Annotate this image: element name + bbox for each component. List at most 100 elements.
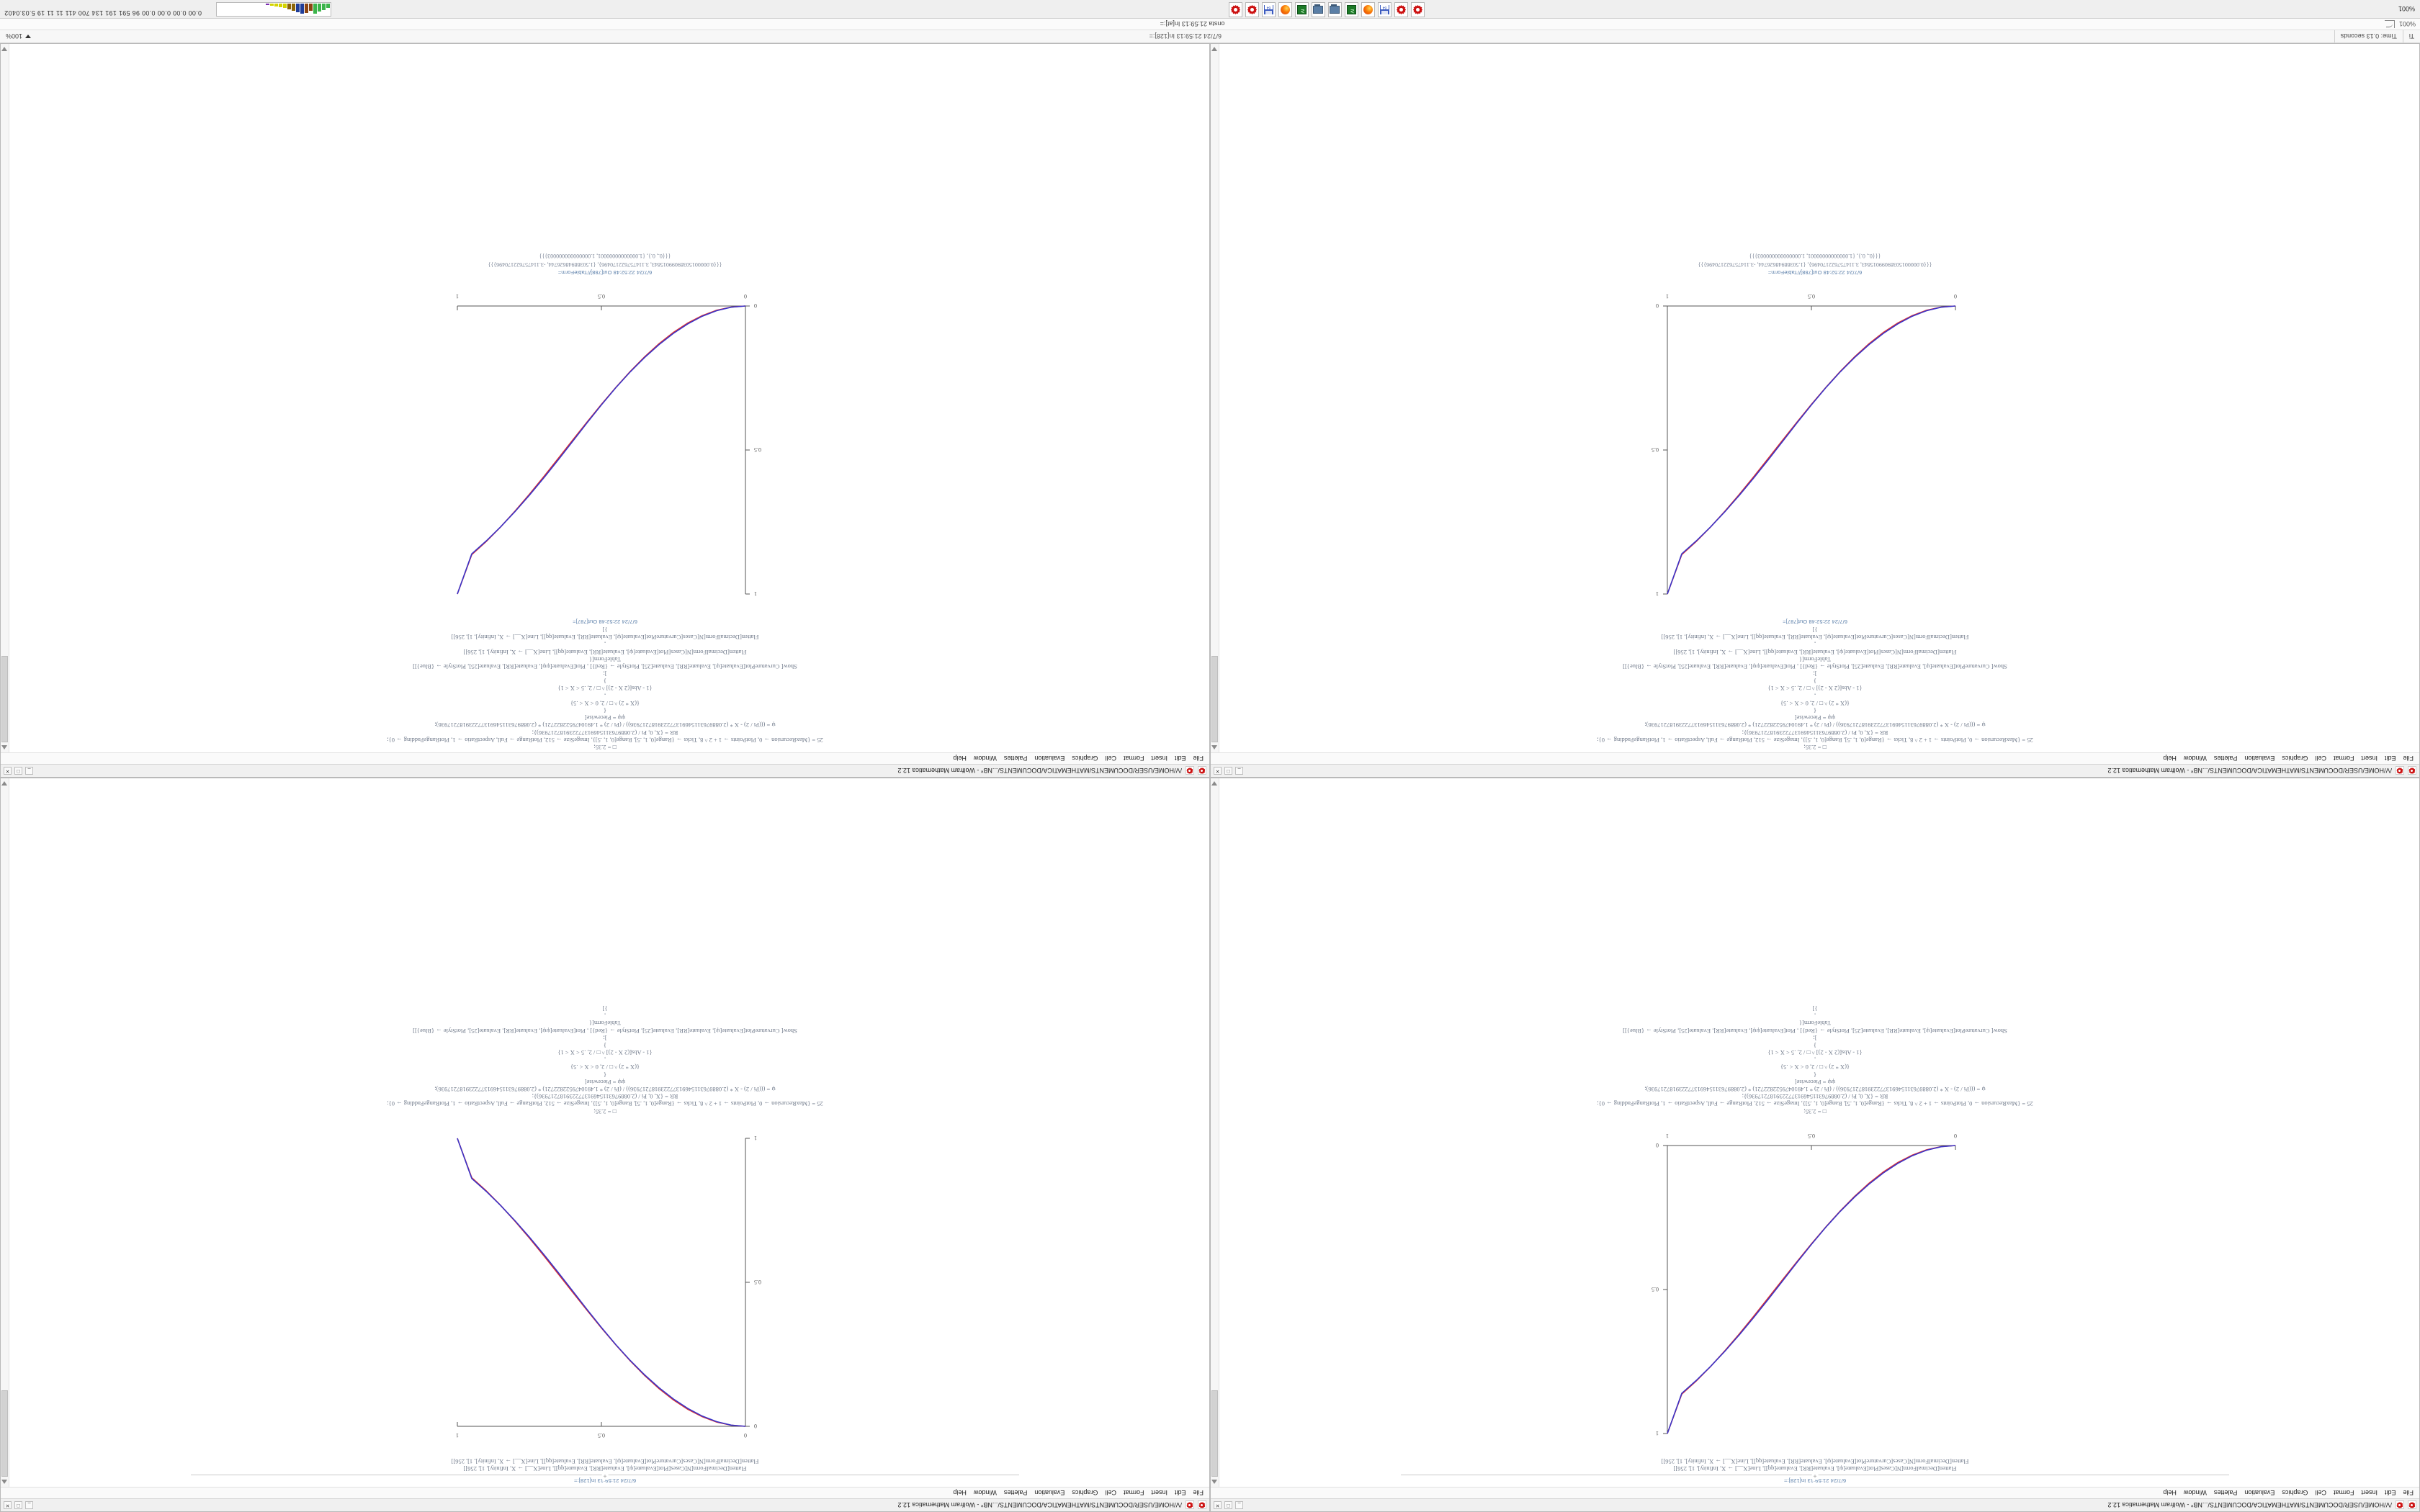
wm-left[interactable]: %001 bbox=[2384, 20, 2420, 28]
mathematica-window-bottom-right[interactable]: /V/HOME/USER/DOCUMENTS/MATHEMATICA/DOCUM… bbox=[0, 43, 1210, 778]
notebook-scrollbar[interactable] bbox=[1, 44, 9, 752]
menu-graphics[interactable]: Graphics bbox=[1072, 755, 1098, 762]
scroll-up-icon[interactable] bbox=[1, 1480, 7, 1485]
mathematica-window-top-right[interactable]: /V/HOME/USER/DOCUMENTS/MATHEMATICA/DOCUM… bbox=[0, 778, 1210, 1512]
notebook-scrollbar[interactable] bbox=[1211, 44, 1219, 752]
notebook-scrollbar[interactable] bbox=[1, 778, 9, 1487]
menu-insert[interactable]: Insert bbox=[2361, 755, 2378, 762]
window-controls[interactable]: _ □ ✕ bbox=[1214, 767, 1243, 775]
menubar[interactable]: File Edit Insert Format Cell Graphics Ev… bbox=[1211, 752, 2419, 764]
menu-file[interactable]: File bbox=[2403, 755, 2414, 762]
scroll-down-icon[interactable] bbox=[1211, 45, 1217, 51]
menu-file[interactable]: File bbox=[1193, 755, 1204, 762]
window-controls[interactable]: _ □ ✕ bbox=[4, 767, 33, 775]
floppy-disk-icon[interactable] bbox=[1262, 2, 1276, 17]
scroll-down-icon[interactable] bbox=[1211, 780, 1217, 786]
menu-help[interactable]: Help bbox=[953, 1489, 967, 1497]
chevron-down-icon[interactable] bbox=[25, 35, 32, 38]
monitor-icon[interactable] bbox=[1328, 2, 1342, 17]
menu-format[interactable]: Format bbox=[2333, 1489, 2354, 1497]
scrollbar-thumb[interactable] bbox=[1, 1390, 8, 1477]
menu-evaluation[interactable]: Evaluation bbox=[1034, 1489, 1065, 1497]
menu-window[interactable]: Window bbox=[973, 1489, 997, 1497]
menu-format[interactable]: Format bbox=[2333, 755, 2354, 762]
menu-palettes[interactable]: Palettes bbox=[2213, 1489, 2238, 1497]
menu-palettes[interactable]: Palettes bbox=[1003, 1489, 1028, 1497]
monitor-icon[interactable] bbox=[1312, 2, 1325, 17]
menubar[interactable]: File Edit Insert Format Cell Graphics Ev… bbox=[1211, 1487, 2419, 1498]
window-titlebar[interactable]: /V/HOME/USER/DOCUMENTS/MATHEMATICA/DOCUM… bbox=[1211, 1498, 2419, 1511]
menu-format[interactable]: Format bbox=[1123, 1489, 1144, 1497]
scroll-down-icon[interactable] bbox=[1, 780, 7, 786]
mathematica-window-bottom-left[interactable]: /V/HOME/USER/DOCUMENTS/MATHEMATICA/DOCUM… bbox=[1210, 43, 2420, 778]
close-icon[interactable]: ✕ bbox=[4, 767, 12, 775]
menu-palettes[interactable]: Palettes bbox=[1003, 755, 1028, 762]
menu-edit[interactable]: Edit bbox=[2384, 1489, 2396, 1497]
notebook-body[interactable]: 6/7/24 21:59:13 In[128]:= Flatten[Decima… bbox=[1211, 778, 2419, 1487]
scroll-up-icon[interactable] bbox=[1211, 1480, 1217, 1485]
firefox-icon[interactable] bbox=[1361, 2, 1375, 17]
menu-evaluation[interactable]: Evaluation bbox=[2244, 1489, 2275, 1497]
maximize-icon[interactable]: □ bbox=[1224, 767, 1232, 775]
menu-graphics[interactable]: Graphics bbox=[2282, 1489, 2308, 1497]
workspace-label[interactable]: %001 bbox=[2398, 20, 2416, 28]
menu-window[interactable]: Window bbox=[2183, 755, 2207, 762]
minimize-icon[interactable]: _ bbox=[25, 767, 33, 775]
menu-edit[interactable]: Edit bbox=[1174, 755, 1186, 762]
menu-help[interactable]: Help bbox=[2163, 755, 2177, 762]
menu-help[interactable]: Help bbox=[2163, 1489, 2177, 1497]
firefox-icon[interactable] bbox=[1278, 2, 1292, 17]
mathematica-icon[interactable] bbox=[1394, 2, 1408, 17]
zoom-control[interactable]: 100% bbox=[0, 33, 37, 40]
menu-insert[interactable]: Insert bbox=[1151, 1489, 1168, 1497]
menu-evaluation[interactable]: Evaluation bbox=[2244, 755, 2275, 762]
window-controls[interactable]: _ □ ✕ bbox=[1214, 1501, 1243, 1509]
menu-cell[interactable]: Cell bbox=[2315, 755, 2326, 762]
mathematica-window-top-left[interactable]: /V/HOME/USER/DOCUMENTS/MATHEMATICA/DOCUM… bbox=[1210, 778, 2420, 1512]
mathematica-icon[interactable] bbox=[1229, 2, 1242, 17]
window-titlebar[interactable]: /V/HOME/USER/DOCUMENTS/MATHEMATICA/DOCUM… bbox=[1211, 764, 2419, 777]
menu-evaluation[interactable]: Evaluation bbox=[1034, 755, 1065, 762]
menu-window[interactable]: Window bbox=[2183, 1489, 2207, 1497]
menu-help[interactable]: Help bbox=[953, 755, 967, 762]
menu-window[interactable]: Window bbox=[973, 755, 997, 762]
menu-file[interactable]: File bbox=[2403, 1489, 2414, 1497]
minimize-icon[interactable]: _ bbox=[1235, 1501, 1243, 1509]
menu-graphics[interactable]: Graphics bbox=[1072, 1489, 1098, 1497]
close-icon[interactable]: ✕ bbox=[4, 1501, 12, 1509]
minimize-icon[interactable]: _ bbox=[25, 1501, 33, 1509]
notebook-body[interactable]: □ = 2.35; 25 = {MaxRecursion → 0, PlotPo… bbox=[1, 44, 1209, 752]
scrollbar-thumb[interactable] bbox=[1, 656, 8, 742]
scroll-up-icon[interactable] bbox=[1, 745, 7, 751]
window-titlebar[interactable]: /V/HOME/USER/DOCUMENTS/MATHEMATICA/DOCUM… bbox=[1, 764, 1209, 777]
maximize-icon[interactable]: □ bbox=[14, 1501, 22, 1509]
menubar[interactable]: File Edit Insert Format Cell Graphics Ev… bbox=[1, 752, 1209, 764]
menu-cell[interactable]: Cell bbox=[1105, 1489, 1116, 1497]
terminal-icon[interactable] bbox=[1345, 2, 1358, 17]
terminal-icon[interactable] bbox=[1295, 2, 1309, 17]
maximize-icon[interactable]: □ bbox=[14, 767, 22, 775]
window-controls[interactable]: _ □ ✕ bbox=[4, 1501, 33, 1509]
menu-edit[interactable]: Edit bbox=[2384, 755, 2396, 762]
close-icon[interactable]: ✕ bbox=[1214, 767, 1222, 775]
window-titlebar[interactable]: /V/HOME/USER/DOCUMENTS/MATHEMATICA/DOCUM… bbox=[1, 1498, 1209, 1511]
mathematica-icon[interactable] bbox=[1245, 2, 1259, 17]
notebook-body[interactable]: □ = 2.35; 25 = {MaxRecursion → 0, PlotPo… bbox=[1211, 44, 2419, 752]
scrollbar-thumb[interactable] bbox=[1211, 656, 1218, 742]
notebook-body[interactable]: 6/7/24 21:59:13 In[128]:= Flatten[Decima… bbox=[1, 778, 1209, 1487]
menu-edit[interactable]: Edit bbox=[1174, 1489, 1186, 1497]
scroll-down-icon[interactable] bbox=[1, 45, 7, 51]
menubar[interactable]: File Edit Insert Format Cell Graphics Ev… bbox=[1, 1487, 1209, 1498]
menu-insert[interactable]: Insert bbox=[1151, 755, 1168, 762]
menu-cell[interactable]: Cell bbox=[1105, 755, 1116, 762]
floppy-disk-icon[interactable] bbox=[1378, 2, 1392, 17]
menu-file[interactable]: File bbox=[1193, 1489, 1204, 1497]
notebook-scrollbar[interactable] bbox=[1211, 778, 1219, 1487]
scroll-up-icon[interactable] bbox=[1211, 745, 1217, 751]
mathematica-icon[interactable] bbox=[1411, 2, 1425, 17]
taskbar-left[interactable]: %001 bbox=[2396, 6, 2420, 13]
close-icon[interactable]: ✕ bbox=[1214, 1501, 1222, 1509]
taskbar[interactable]: %001 bbox=[0, 0, 2420, 19]
minimize-icon[interactable]: _ bbox=[1235, 767, 1243, 775]
taskbar-workspace[interactable]: %001 bbox=[2398, 5, 2415, 13]
